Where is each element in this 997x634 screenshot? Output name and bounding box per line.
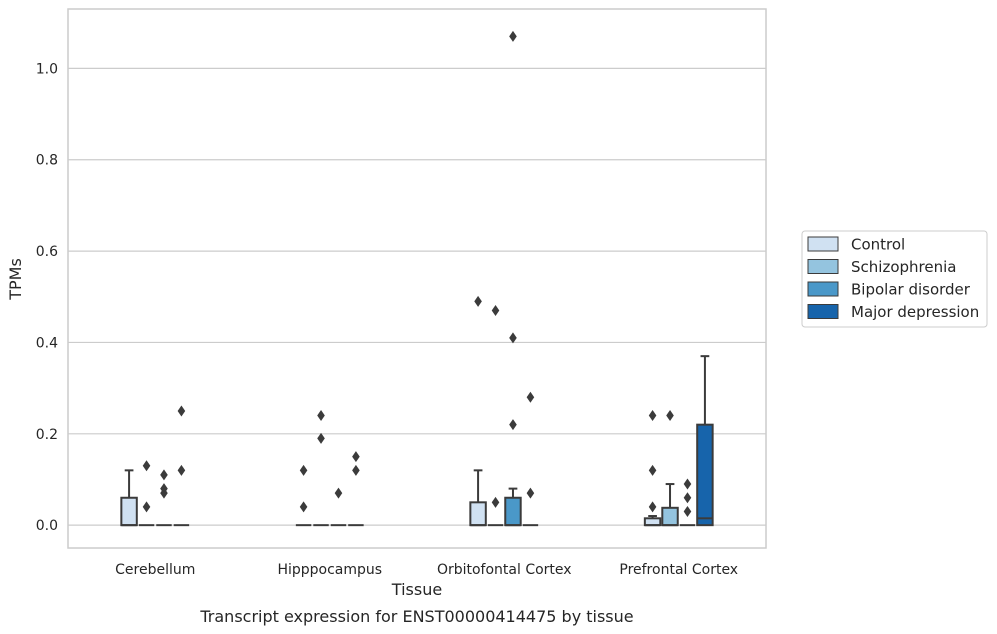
legend-label: Schizophrenia xyxy=(851,258,956,276)
outlier-point xyxy=(683,492,692,504)
legend-frame xyxy=(801,230,988,328)
outlier-point xyxy=(648,464,657,476)
outlier-point xyxy=(160,487,168,499)
outlier-point xyxy=(509,419,517,431)
legend-swatch xyxy=(807,259,839,274)
x-tick-label: Orbitofontal Cortex xyxy=(437,562,572,578)
box-control xyxy=(469,295,487,527)
box-bipolar-disorder xyxy=(156,469,172,527)
x-axis-ticks: Cerebellum Hipppocampus Orbitofontal Corte… xyxy=(115,562,738,578)
box-major-depression xyxy=(173,405,190,527)
outlier-point xyxy=(317,432,325,444)
outlier-point xyxy=(509,30,517,42)
y-tick-label: 0.8 xyxy=(36,153,58,169)
legend-label: Control xyxy=(851,236,905,254)
outlier-point xyxy=(334,487,343,499)
y-tick-label: 0.4 xyxy=(36,335,58,351)
box-major-depression xyxy=(522,391,539,527)
box-schizophrenia xyxy=(313,410,329,527)
outlier-point xyxy=(177,405,186,417)
gridlines xyxy=(68,67,766,526)
boxes xyxy=(120,30,714,527)
y-tick-label: 0.6 xyxy=(36,244,58,260)
box-control xyxy=(295,464,312,527)
outlier-point xyxy=(648,410,657,422)
outlier-point xyxy=(683,505,692,517)
y-axis-ticks: 0.0 0.2 0.4 0.6 0.8 1.0 xyxy=(36,61,58,534)
box-major-depression xyxy=(696,355,714,527)
outlier-point xyxy=(474,295,482,307)
box-control xyxy=(120,469,138,527)
x-axis-label: Tissue xyxy=(391,580,442,599)
outlier-point xyxy=(683,478,692,490)
outlier-point xyxy=(526,391,535,403)
box-control xyxy=(643,410,662,527)
plot-frame xyxy=(67,8,767,549)
legend-item: Control xyxy=(807,236,905,254)
box-body xyxy=(469,501,487,527)
x-tick-label: Prefrontal Cortex xyxy=(619,562,738,578)
outlier-point xyxy=(666,410,674,422)
x-tick-label: Cerebellum xyxy=(115,562,195,578)
outlier-point xyxy=(509,332,517,344)
legend-swatch xyxy=(807,281,839,297)
y-tick-label: 0.2 xyxy=(36,427,58,443)
outlier-point xyxy=(491,496,500,508)
legend: Control Schizophrenia Bipolar disorder Majo… xyxy=(801,230,988,328)
box-bipolar-disorder xyxy=(679,478,696,527)
legend-swatch xyxy=(807,236,839,252)
outlier-point xyxy=(160,469,168,481)
outlier-point xyxy=(352,464,360,476)
x-tick-label: Hipppocampus xyxy=(277,562,382,578)
y-tick-label: 0.0 xyxy=(36,518,58,534)
outlier-point xyxy=(299,464,308,476)
y-tick-label: 1.0 xyxy=(36,61,58,77)
box-body xyxy=(504,496,522,527)
box-body xyxy=(643,517,662,527)
chart-caption: Transcript expression for ENST0000041447… xyxy=(199,607,633,626)
outlier-point xyxy=(648,501,657,513)
legend-swatch xyxy=(807,304,839,319)
outlier-point xyxy=(142,460,151,472)
outlier-point xyxy=(177,464,186,476)
outlier-point xyxy=(352,451,360,463)
outlier-point xyxy=(317,410,325,422)
legend-label: Bipolar disorder xyxy=(851,281,971,299)
box-body xyxy=(120,496,138,527)
legend-item: Schizophrenia xyxy=(807,258,956,276)
box-schizophrenia xyxy=(661,410,679,527)
box-schizophrenia xyxy=(487,304,504,527)
y-axis-label: TPMs xyxy=(6,258,25,301)
box-body xyxy=(696,423,714,527)
box-bipolar-disorder xyxy=(330,487,347,527)
outlier-point xyxy=(526,487,535,499)
outlier-point xyxy=(491,304,500,316)
box-schizophrenia xyxy=(138,460,155,527)
legend-label: Major depression xyxy=(851,303,979,321)
box-body xyxy=(661,506,679,527)
outlier-point xyxy=(299,501,308,513)
legend-item: Major depression xyxy=(807,303,979,321)
box-bipolar-disorder xyxy=(504,30,522,527)
box-major-depression xyxy=(348,451,364,527)
legend-item: Bipolar disorder xyxy=(807,281,971,299)
outlier-point xyxy=(142,501,151,513)
